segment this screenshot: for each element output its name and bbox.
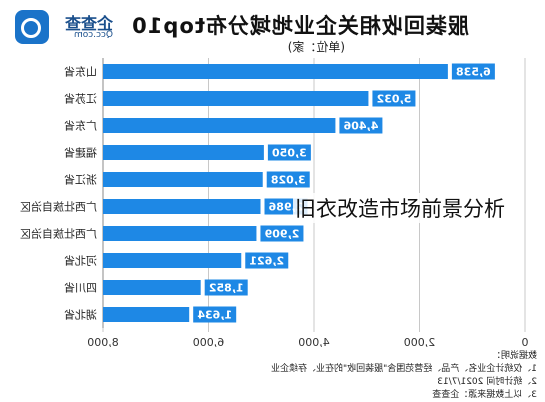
category-label: 广东省 [64, 120, 97, 133]
value-label: 1,852 [209, 282, 244, 295]
category-label: 江苏省 [64, 93, 97, 106]
category-label: 四川省 [64, 282, 97, 295]
category-label: 福建省 [64, 146, 97, 160]
bar [103, 172, 263, 187]
value-label: 6,538 [456, 66, 491, 79]
bar [103, 307, 190, 322]
value-label: 3,028 [271, 174, 306, 187]
bar [103, 145, 264, 160]
overlay-caption: 旧衣改造市场前景分析 [293, 193, 507, 223]
value-label: 2,909 [265, 228, 300, 241]
category-label: 广西壮族自治区 [20, 200, 97, 214]
value-label-box [266, 171, 310, 188]
value-label-box [339, 117, 383, 134]
notes-line-2: 2、统计时间 2021/7/13 [437, 377, 537, 387]
bar [103, 280, 201, 295]
notes-heading: 数据说明： [491, 351, 537, 361]
value-label: 1,634 [197, 309, 232, 322]
value-label: 2,621 [249, 255, 284, 268]
category-label: 河北省 [64, 255, 97, 268]
data-notes: 数据说明： 1、仅统计企业名、产品、经营范围含"服装回收"的在业、存续企业 2、… [67, 350, 537, 402]
x-tick-label: 4,000 [298, 336, 330, 349]
value-label: 4,406 [343, 120, 378, 133]
bar [103, 91, 369, 106]
x-tick-label: 8,000 [87, 336, 119, 349]
x-tick-label: 2,000 [404, 336, 436, 349]
bar [103, 118, 336, 133]
value-label-box [260, 225, 304, 242]
x-tick-label: 0 [522, 336, 529, 349]
x-tick-labels: 0 2,000 4,000 6,000 8,000 [87, 336, 528, 349]
category-label: 山东省 [64, 66, 97, 79]
value-label-box [245, 252, 289, 269]
bar [103, 253, 242, 268]
notes-line-3: 3、以上数据来源：企查查 [432, 390, 537, 400]
category-label: 湖北省 [64, 309, 97, 322]
value-label: 5,032 [377, 93, 412, 106]
value-label-box [451, 63, 495, 80]
category-label: 浙江省 [64, 174, 97, 187]
value-label-box [267, 144, 311, 161]
value-label-box [193, 306, 237, 323]
category-label: 广西壮族自治区 [20, 227, 97, 241]
bar [103, 226, 257, 241]
x-tick-label: 6,000 [193, 336, 225, 349]
notes-line-1: 1、仅统计企业名、产品、经营范围含"服装回收"的在业、存续企业 [270, 364, 537, 374]
bar [103, 64, 448, 79]
value-label-box [372, 90, 416, 107]
value-label: 3,050 [272, 147, 307, 160]
bar [103, 199, 261, 214]
bars: 6,5385,0324,4063,0503,0282,9862,9092,621… [103, 63, 495, 323]
value-label-box [204, 279, 248, 296]
